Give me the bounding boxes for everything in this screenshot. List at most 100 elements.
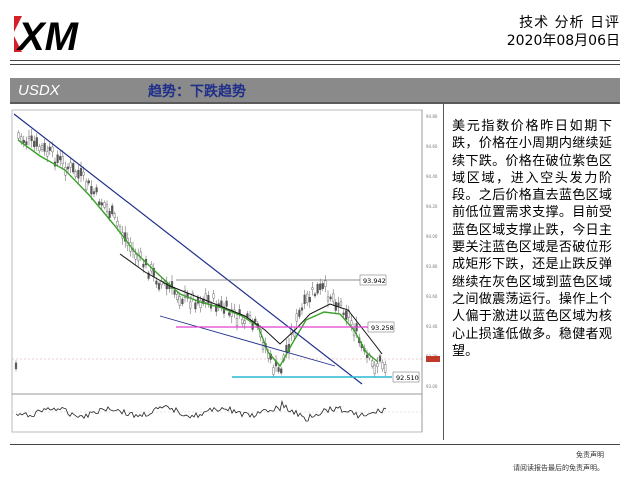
candle-body	[103, 202, 106, 208]
svg-text:93.40: 93.40	[426, 324, 438, 329]
trendline-secondary	[159, 315, 336, 367]
level-upper-box	[359, 274, 387, 286]
svg-text:93.00: 93.00	[426, 384, 438, 389]
candle-body	[207, 295, 210, 304]
candle-body	[209, 303, 213, 309]
candle-body	[319, 283, 322, 290]
candle-body	[285, 344, 288, 353]
level-middle-label: 93.258	[371, 324, 394, 332]
svg-text:94.20: 94.20	[426, 204, 438, 209]
column-divider	[443, 104, 444, 440]
candle-body	[82, 171, 85, 176]
candle-body	[316, 284, 319, 294]
disclaimer-title: 免责声明	[576, 451, 604, 459]
candle-body	[321, 283, 324, 289]
header-rule-2	[10, 64, 620, 65]
candle-body	[116, 221, 119, 227]
candle-body	[77, 169, 80, 179]
instrument-bar: USDX 趋势：下跌趋势	[10, 78, 620, 104]
candle-body	[381, 362, 384, 370]
report-date: 2020年08月06日	[506, 33, 620, 49]
candle-body	[235, 318, 239, 326]
candle-body	[139, 251, 142, 257]
svg-text:94.40: 94.40	[426, 174, 438, 179]
candle-body	[56, 154, 59, 163]
analysis-commentary: 美元指数价格昨日如期下跌，价格在小周期内继续延续下跌。价格在破位紫色区域区域，进…	[452, 119, 612, 359]
candle-body	[324, 280, 327, 287]
candle-body	[306, 293, 309, 303]
candle-body	[243, 320, 246, 324]
candle-body	[376, 363, 379, 367]
candle-body	[277, 367, 280, 372]
candle-body	[303, 294, 306, 305]
trendline-main	[13, 113, 363, 385]
candle-body	[345, 310, 348, 320]
candle-body	[95, 187, 98, 193]
candle-body	[215, 305, 218, 312]
header-rule-1	[10, 60, 620, 61]
candle-body	[61, 156, 64, 165]
candle-body	[254, 318, 257, 323]
candle-body	[48, 146, 51, 151]
svg-text:94.80: 94.80	[426, 114, 438, 119]
candle-body	[280, 368, 283, 374]
candle-body	[373, 364, 376, 374]
candle-body	[46, 151, 49, 157]
logo-red-mark-lower	[14, 36, 22, 52]
chart-background	[10, 104, 442, 438]
candle-body	[170, 281, 174, 289]
current-price-tag	[426, 356, 440, 362]
candle-body	[92, 191, 96, 195]
candle-body	[66, 166, 70, 170]
candle-body	[384, 364, 387, 373]
candle-body	[311, 287, 314, 290]
candle-body	[165, 282, 168, 290]
candle-body	[51, 146, 54, 153]
level-lower-box	[392, 371, 420, 383]
candle-body	[222, 306, 226, 314]
candle-body	[350, 320, 353, 325]
candle-body	[142, 263, 145, 268]
candle-body	[59, 156, 62, 161]
candle-body	[33, 140, 36, 148]
candle-body	[220, 300, 223, 307]
candle-body	[30, 135, 33, 142]
candle-body	[178, 296, 181, 306]
candle-body	[155, 280, 158, 285]
price-chart: 94.80 94.60 94.40 94.20 94.00 93.80 93.60 93.…	[10, 104, 442, 438]
candle-body	[85, 181, 88, 190]
candle-body	[74, 171, 77, 177]
candle-body	[72, 163, 75, 173]
candle-body	[27, 136, 31, 140]
candle-body	[300, 307, 304, 311]
candle-body	[87, 180, 90, 184]
candle-body	[176, 294, 179, 300]
candle-body	[105, 203, 109, 212]
candle-body	[79, 167, 83, 176]
candle-body	[189, 301, 192, 309]
candle-body	[147, 272, 150, 279]
trend-label: 趋势：下跌趋势	[148, 84, 246, 100]
candle-body	[329, 296, 332, 300]
candle-body	[183, 290, 187, 298]
candle-body	[295, 313, 298, 322]
candle-body	[212, 293, 215, 299]
candle-body	[313, 293, 317, 297]
candle-body	[69, 162, 72, 168]
candle-body	[342, 312, 345, 316]
xm-logo: XM	[14, 15, 80, 56]
candle-body	[108, 211, 111, 218]
candle-body	[228, 312, 231, 316]
candle-body	[194, 302, 197, 310]
candle-body	[204, 293, 207, 303]
candle-body	[40, 144, 44, 150]
candle-body	[241, 318, 244, 324]
candle-body	[225, 300, 228, 307]
candle-body	[14, 362, 18, 370]
oscillator-line	[15, 399, 387, 422]
candle-body	[113, 213, 116, 218]
candle-body	[22, 139, 25, 143]
svg-text:93.80: 93.80	[426, 264, 438, 269]
candle-body	[17, 132, 20, 139]
candle-body	[199, 300, 202, 308]
